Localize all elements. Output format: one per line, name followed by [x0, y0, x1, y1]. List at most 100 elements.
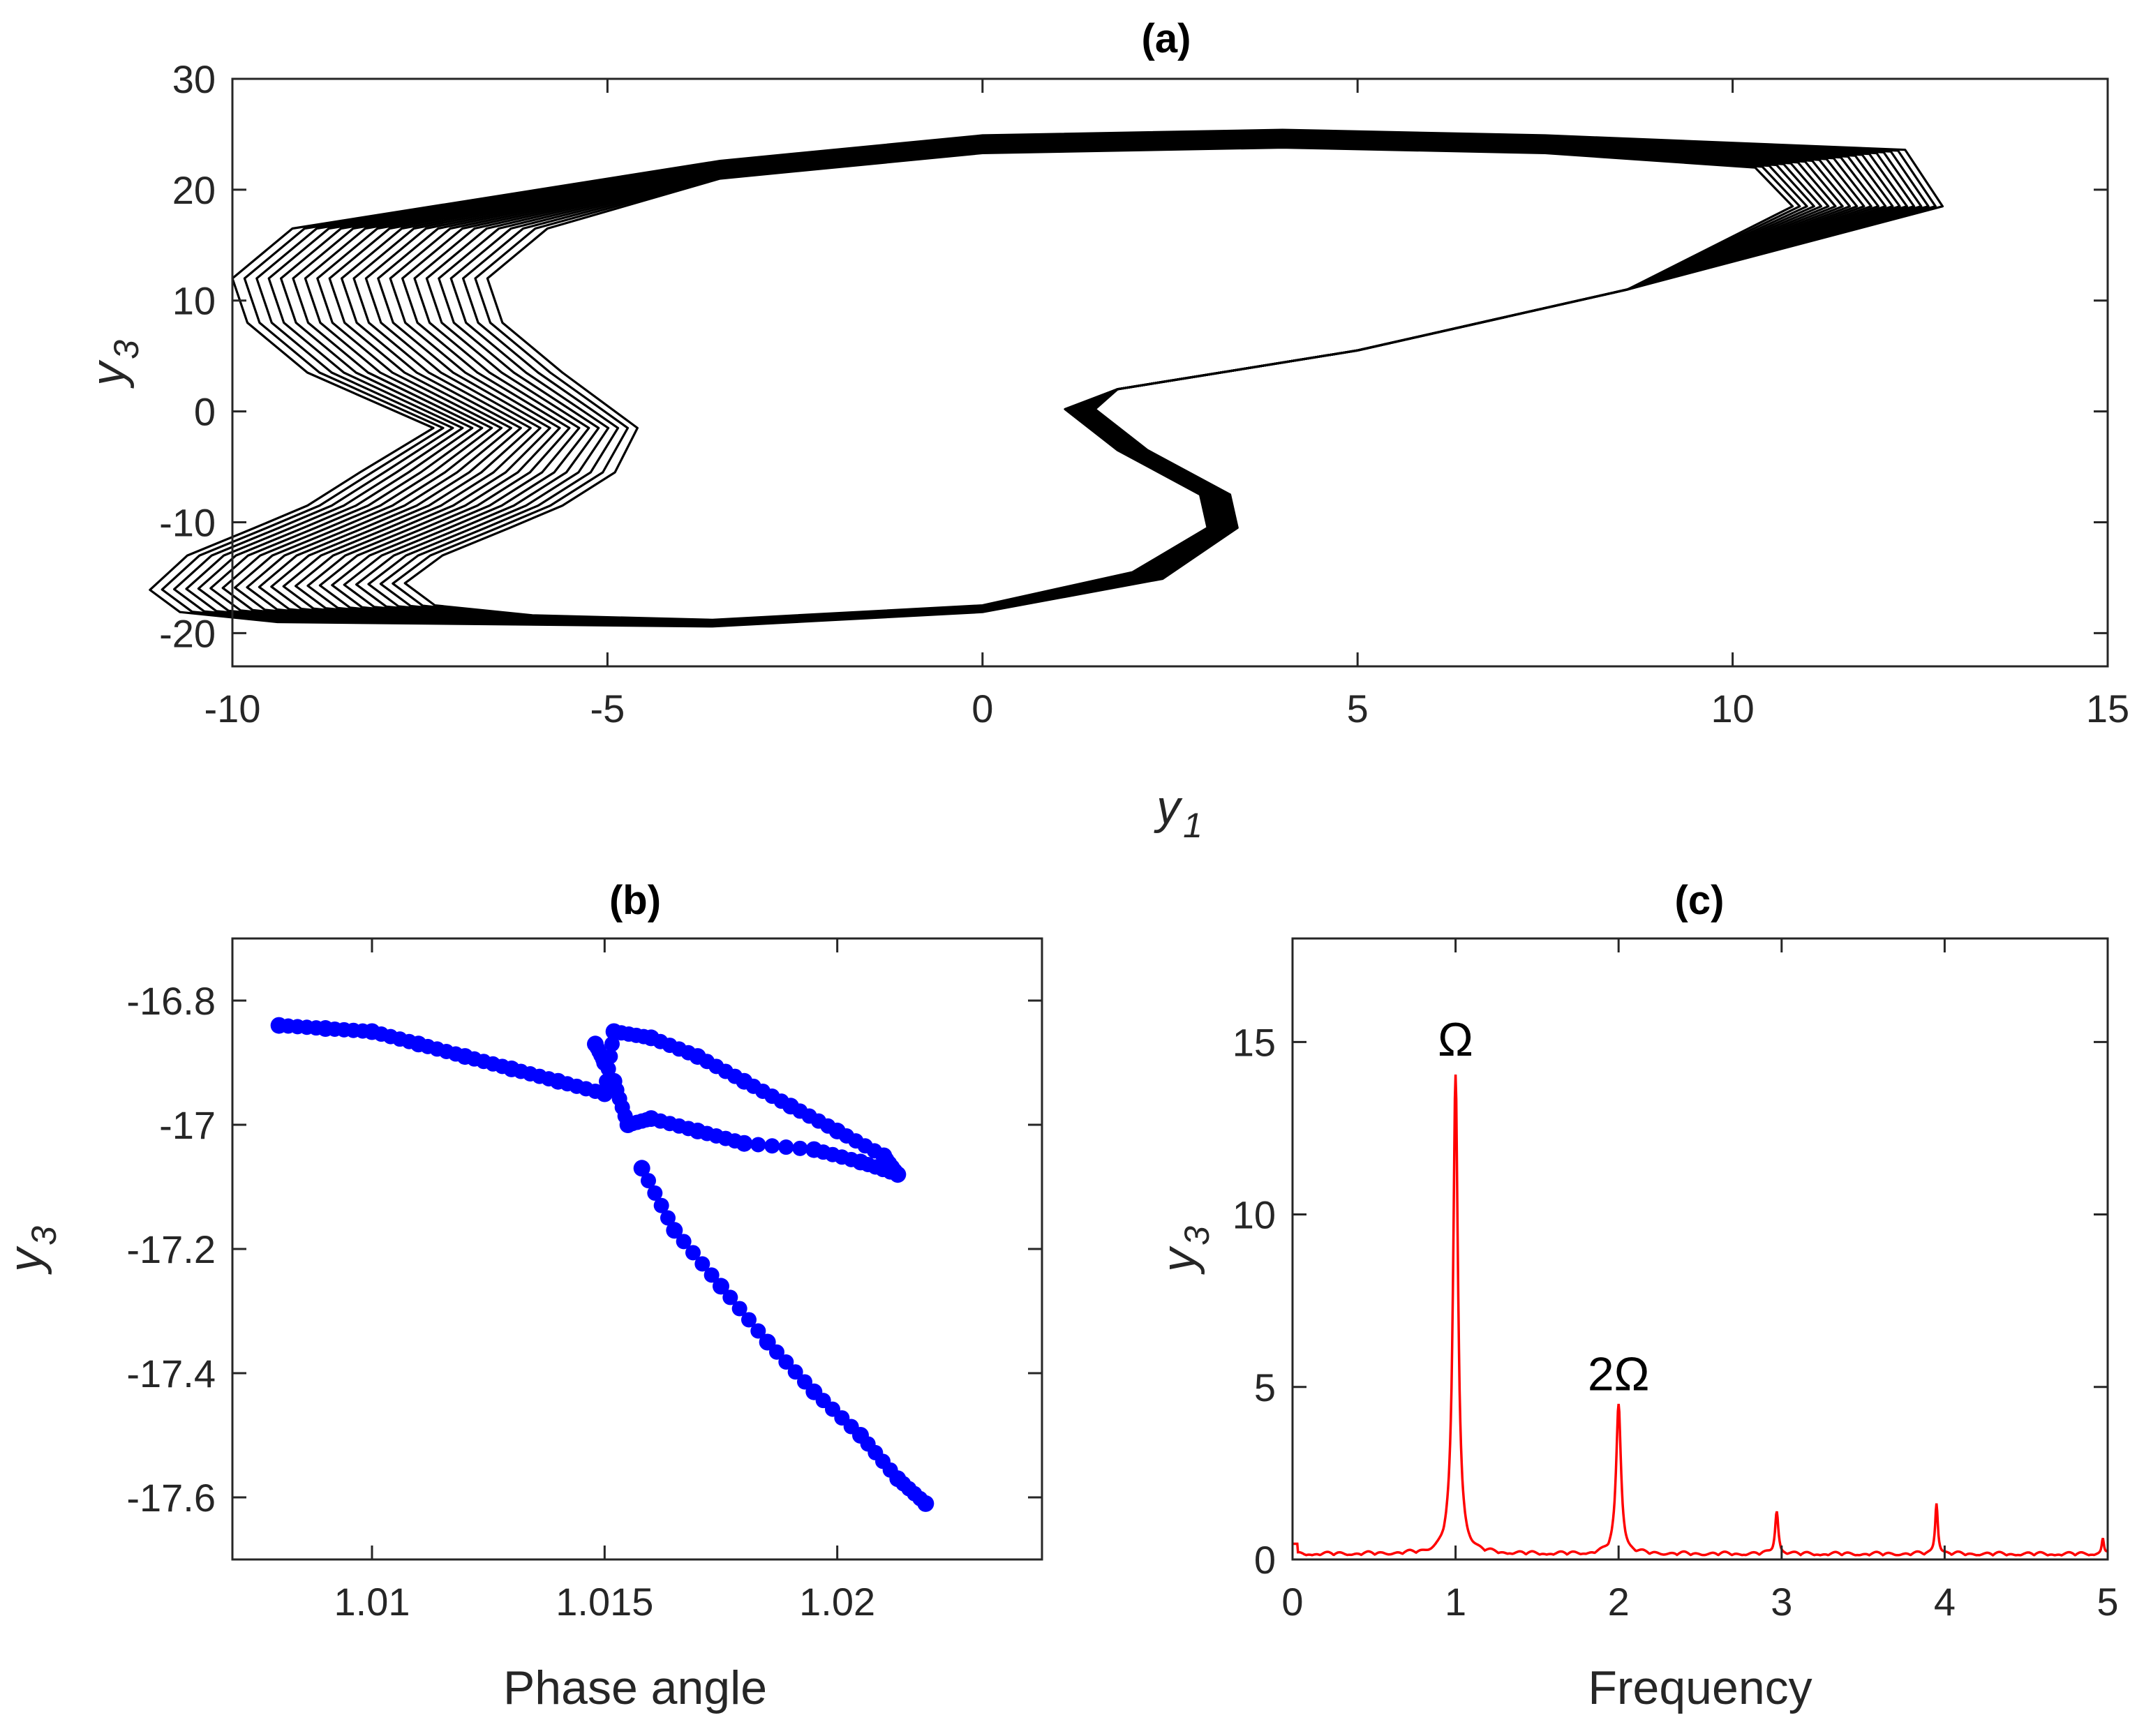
- poincare-point: [805, 1383, 823, 1400]
- attractor-loop: [295, 139, 1859, 624]
- poincare-point: [805, 1141, 823, 1158]
- x-tick-label: 1.02: [799, 1580, 875, 1624]
- poincare-point: [778, 1354, 794, 1370]
- attractor-loop: [318, 140, 1844, 624]
- attractor-loop: [367, 144, 1815, 622]
- attractor-loop: [282, 137, 1866, 624]
- poincare-point: [722, 1289, 738, 1305]
- panel-b-ylabel: y3: [0, 1226, 64, 1275]
- panel-c-axes-box: [1291, 937, 2109, 1561]
- poincare-point: [503, 1060, 520, 1077]
- poincare-point: [889, 1470, 907, 1488]
- poincare-point: [736, 1135, 753, 1152]
- attractor-loop: [185, 131, 1923, 627]
- poincare-point: [647, 1185, 663, 1201]
- panel-c-ylabel: y3: [1152, 1226, 1216, 1275]
- attractor-loop: [246, 135, 1887, 625]
- x-tick-label: 3: [1771, 1580, 1792, 1624]
- y-tick-label: 30: [172, 57, 216, 101]
- poincare-point: [778, 1139, 794, 1155]
- y-tick-label: -16.8: [126, 979, 216, 1023]
- poincare-point: [689, 1122, 706, 1139]
- spectrum-line: [1293, 1075, 2108, 1557]
- poincare-point: [596, 1085, 613, 1102]
- panel-c-ticks: 0 1 2 3 4 5 0 5 10 15: [1233, 938, 2119, 1624]
- panel-a-title: (a): [1142, 16, 1191, 61]
- attractor-loop: [197, 132, 1916, 627]
- attractor-loop: [149, 128, 1944, 628]
- poincare-point: [787, 1364, 803, 1380]
- x-tick-label: -5: [590, 687, 625, 731]
- x-tick-label: -10: [204, 687, 261, 731]
- poincare-point: [643, 1110, 660, 1128]
- attractor-loop: [258, 136, 1879, 625]
- x-tick-label: 1: [1445, 1580, 1466, 1624]
- attractor-loop: [355, 143, 1823, 622]
- attractor-loop: [403, 146, 1794, 621]
- y-tick-label: 5: [1254, 1365, 1276, 1409]
- poincare-point: [605, 1072, 623, 1090]
- poincare-point: [270, 1017, 288, 1034]
- y-tick-label: -17.6: [126, 1476, 216, 1520]
- x-tick-label: 0: [971, 687, 993, 731]
- y-tick-label: -17.2: [126, 1227, 216, 1271]
- poincare-point: [750, 1137, 766, 1153]
- y-tick-label: -17.4: [126, 1352, 216, 1395]
- poincare-point: [736, 1072, 753, 1090]
- panel-c: (c) Ω 2Ω 0 1 2 3 4 5 0 5 10 15 Frequency y3: [1152, 878, 2119, 1714]
- poincare-point: [643, 1029, 660, 1047]
- poincare-point: [759, 1333, 776, 1351]
- attractor-loop: [270, 137, 1872, 624]
- panel-a: (a) -10 -5 0 5 10 15 -20 -10 0 10 20 30 y1 y3: [82, 16, 2129, 845]
- panel-b: (b) 1.01 1.015 1.02 -17.6 -17.4 -17.2 -17 -16.8…: [0, 878, 1043, 1714]
- poincare-point: [549, 1072, 567, 1090]
- panel-b-ticks: 1.01 1.015 1.02 -17.6 -17.4 -17.2 -17 -16.8: [126, 938, 1042, 1624]
- panel-b-xlabel: Phase angle: [503, 1661, 767, 1714]
- poincare-point: [852, 1427, 869, 1444]
- attractor-loop: [343, 142, 1830, 623]
- peak-annotation: 2Ω: [1588, 1348, 1650, 1401]
- panel-a-ticks: -10 -5 0 5 10 15 -20 -10 0 10 20 30: [159, 57, 2129, 731]
- poincare-point: [619, 1116, 636, 1133]
- poincare-point: [587, 1035, 604, 1053]
- x-tick-label: 10: [1711, 687, 1754, 731]
- panel-b-title: (b): [609, 878, 661, 923]
- poincare-point: [633, 1160, 650, 1177]
- attractor-loop: [392, 145, 1801, 622]
- x-tick-label: 15: [2086, 687, 2129, 731]
- spectrum-path: [1293, 1075, 2108, 1557]
- poincare-point: [660, 1210, 676, 1226]
- panel-a-xlabel: y1: [1154, 781, 1202, 845]
- poincare-point: [596, 1054, 613, 1071]
- poincare-point: [685, 1245, 701, 1261]
- poincare-point: [750, 1323, 766, 1339]
- spectrum-annotations: Ω 2Ω: [1438, 1013, 1649, 1401]
- x-tick-label: 0: [1281, 1580, 1303, 1624]
- y-tick-label: 0: [1254, 1538, 1276, 1582]
- y-tick-label: 10: [172, 279, 216, 323]
- panel-c-xlabel: Frequency: [1588, 1661, 1812, 1714]
- poincare-point: [741, 1312, 757, 1328]
- x-tick-label: 5: [1347, 687, 1369, 731]
- attractor-loop: [161, 129, 1937, 627]
- poincare-point: [917, 1495, 935, 1512]
- poincare-point: [666, 1222, 683, 1239]
- poincare-point: [828, 1122, 846, 1139]
- poincare-point: [605, 1023, 623, 1040]
- attractor-loop: [306, 140, 1852, 624]
- attractor-loop: [331, 141, 1837, 623]
- poincare-point: [792, 1140, 808, 1156]
- poincare-point: [875, 1147, 893, 1165]
- poincare-point: [676, 1234, 692, 1250]
- attractor-loop: [221, 133, 1901, 626]
- poincare-point: [889, 1166, 907, 1183]
- poincare-points: [270, 1017, 935, 1512]
- poincare-point: [456, 1048, 474, 1065]
- x-tick-label: 4: [1934, 1580, 1956, 1624]
- panel-a-axes-box: [231, 77, 2109, 668]
- poincare-point: [694, 1256, 710, 1272]
- poincare-point: [782, 1098, 799, 1115]
- panel-a-ylabel: y3: [82, 340, 146, 389]
- attractor-loop: [173, 130, 1930, 627]
